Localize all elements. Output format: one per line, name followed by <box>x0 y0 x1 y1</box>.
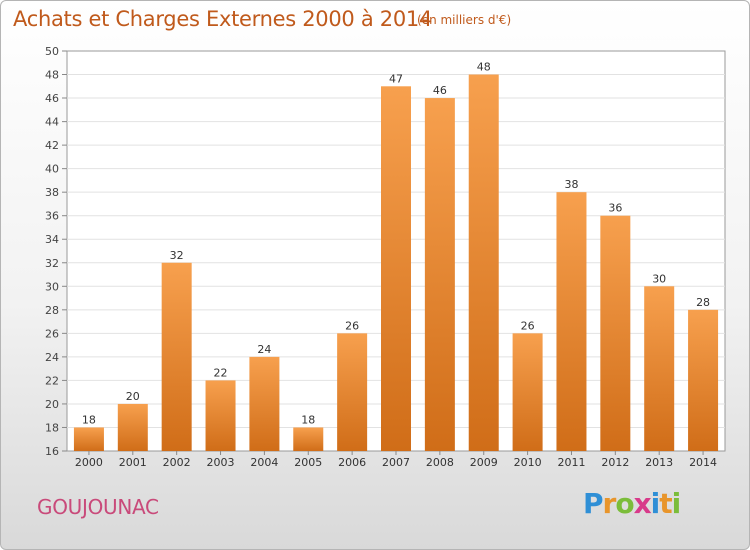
x-tick-label: 2011 <box>557 456 585 469</box>
data-label: 28 <box>696 296 710 309</box>
data-label: 20 <box>126 390 140 403</box>
bar <box>205 380 236 451</box>
bar <box>688 309 719 451</box>
y-tick-label: 36 <box>45 210 59 223</box>
x-tick-label: 2000 <box>75 456 103 469</box>
bar <box>381 86 411 451</box>
y-tick-label: 44 <box>45 116 59 129</box>
y-tick-label: 20 <box>45 398 59 411</box>
y-tick-label: 24 <box>45 351 59 364</box>
logo-letter: t <box>659 487 672 520</box>
x-tick-label: 2012 <box>601 456 629 469</box>
chart-subtitle: (en milliers d'€) <box>417 13 512 27</box>
x-tick-label: 2002 <box>163 456 191 469</box>
x-tick-label: 2004 <box>250 456 278 469</box>
data-label: 47 <box>389 72 403 85</box>
y-tick-label: 50 <box>45 45 59 58</box>
bar <box>468 74 499 451</box>
x-tick-label: 2009 <box>470 456 498 469</box>
x-tick-label: 2006 <box>338 456 366 469</box>
data-labels: 18 20 32 22 24 18 26 47 46 48 26 38 36 30 28 <box>82 61 710 427</box>
x-tick-label: 2007 <box>382 456 410 469</box>
data-label: 18 <box>301 413 315 426</box>
bar <box>161 262 192 451</box>
data-label: 48 <box>477 61 491 74</box>
logo-letter: i <box>671 487 682 520</box>
x-tick-label: 2001 <box>119 456 147 469</box>
logo-letter: P <box>583 487 604 520</box>
data-label: 26 <box>521 319 535 332</box>
bar <box>249 356 280 451</box>
proxiti-logo: Proxiti <box>583 487 682 520</box>
data-label: 32 <box>170 249 184 262</box>
y-axis: 16 18 20 22 24 26 28 30 32 34 36 38 40 42 44 46 48 50 <box>45 45 67 458</box>
bar <box>644 286 675 451</box>
bar <box>556 192 587 452</box>
data-label: 46 <box>433 84 447 97</box>
data-label: 30 <box>652 272 666 285</box>
x-tick-label: 2014 <box>689 456 717 469</box>
bar <box>512 333 543 451</box>
y-tick-label: 42 <box>45 139 59 152</box>
bars <box>73 74 719 452</box>
y-tick-label: 38 <box>45 186 59 199</box>
logo-letter: r <box>602 487 617 520</box>
y-tick-label: 28 <box>45 304 59 317</box>
x-tick-label: 2010 <box>514 456 542 469</box>
y-tick-label: 18 <box>45 421 59 434</box>
bar <box>117 403 148 451</box>
data-label: 26 <box>345 319 359 332</box>
bar <box>73 427 104 451</box>
y-tick-label: 32 <box>45 257 59 270</box>
y-tick-label: 26 <box>45 327 59 340</box>
data-label: 36 <box>608 202 622 215</box>
logo-letter: o <box>615 487 634 520</box>
y-tick-label: 40 <box>45 163 59 176</box>
bar <box>424 98 455 451</box>
y-tick-label: 34 <box>45 233 59 246</box>
logo-letter: i <box>650 487 661 520</box>
chart-title: Achats et Charges Externes 2000 à 2014 <box>13 7 433 31</box>
logo-letter: x <box>633 487 652 520</box>
y-tick-label: 46 <box>45 92 59 105</box>
data-label: 24 <box>257 343 271 356</box>
y-tick-label: 22 <box>45 374 59 387</box>
bar <box>600 215 631 451</box>
y-tick-label: 30 <box>45 280 59 293</box>
x-tick-label: 2003 <box>207 456 235 469</box>
bar <box>293 427 324 451</box>
data-label: 38 <box>564 178 578 191</box>
bar <box>337 333 368 451</box>
x-tick-label: 2008 <box>426 456 454 469</box>
x-tick-label: 2013 <box>645 456 673 469</box>
data-label: 22 <box>214 366 228 379</box>
y-tick-label: 48 <box>45 69 59 82</box>
commune-name: GOUJOUNAC <box>37 495 159 519</box>
x-axis: 2000 2001 2002 2003 2004 2005 2006 2007 2008 2009… <box>75 451 717 469</box>
y-tick-label: 16 <box>45 445 59 458</box>
data-label: 18 <box>82 413 96 426</box>
x-tick-label: 2005 <box>294 456 322 469</box>
